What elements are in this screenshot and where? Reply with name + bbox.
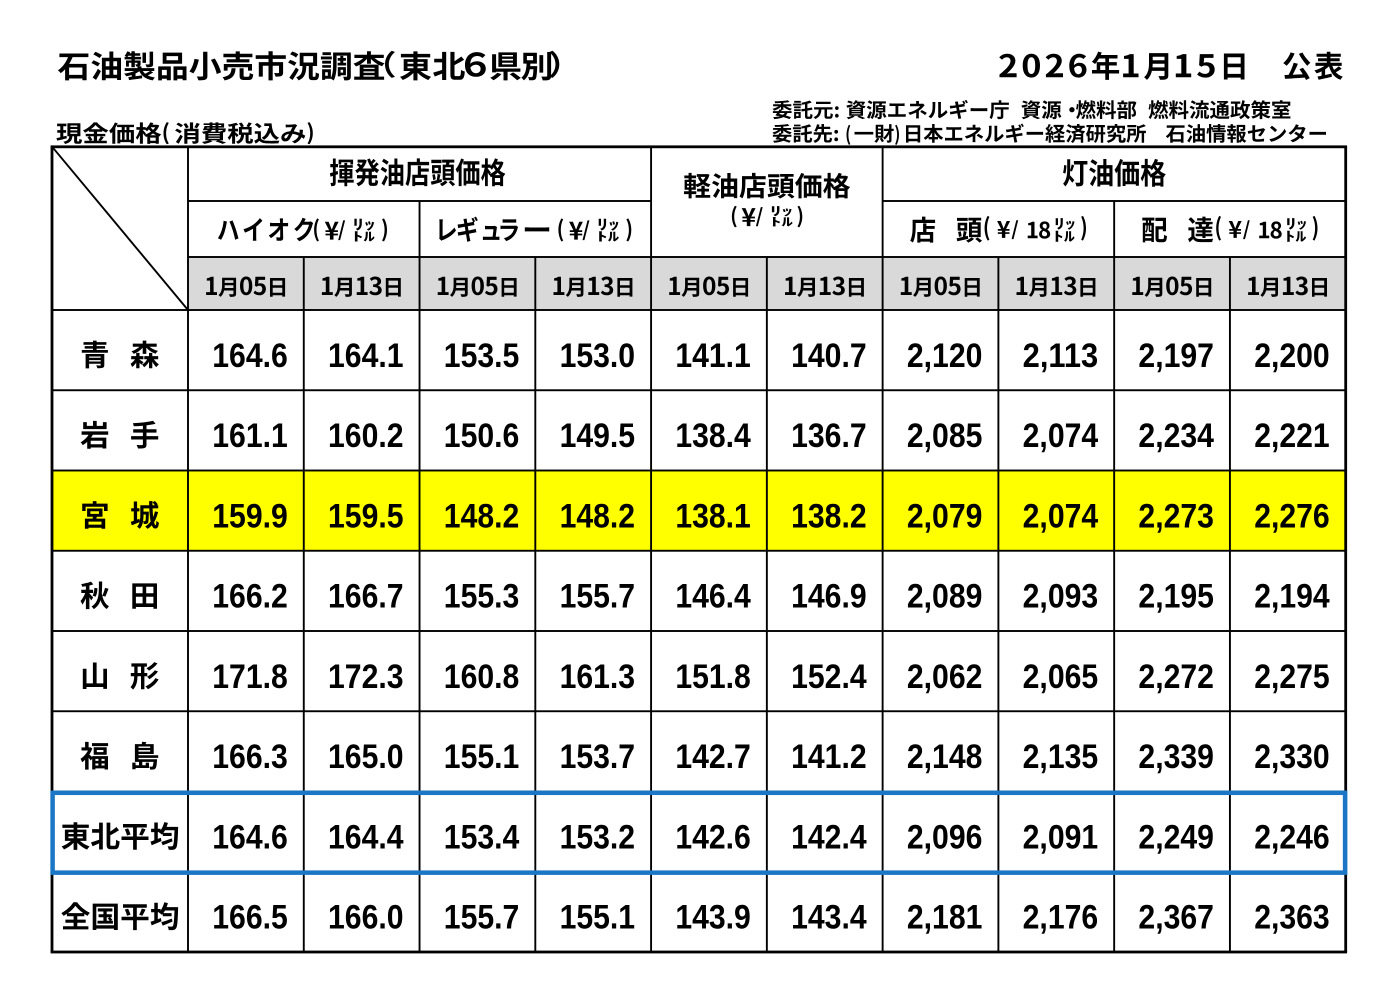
svg-text:2,120: 2,120	[907, 337, 983, 375]
svg-text:148.2: 148.2	[560, 497, 636, 535]
svg-text:153.2: 153.2	[560, 818, 636, 856]
svg-text:151.8: 151.8	[675, 658, 751, 696]
svg-text:2,246: 2,246	[1254, 818, 1330, 856]
svg-text:2,272: 2,272	[1138, 658, 1214, 696]
svg-text:171.8: 171.8	[212, 658, 288, 696]
svg-text:2,363: 2,363	[1254, 899, 1330, 937]
svg-text:2,089: 2,089	[907, 578, 983, 616]
svg-text:2,148: 2,148	[907, 738, 983, 776]
svg-text:166.5: 166.5	[212, 899, 288, 937]
svg-text:2,275: 2,275	[1254, 658, 1330, 696]
svg-text:2,200: 2,200	[1254, 337, 1330, 375]
svg-text:2,085: 2,085	[907, 417, 983, 455]
svg-text:155.3: 155.3	[444, 578, 520, 616]
svg-text:155.7: 155.7	[444, 899, 520, 937]
svg-text:2,276: 2,276	[1254, 497, 1330, 535]
svg-text:2,079: 2,079	[907, 497, 983, 535]
svg-text:153.7: 153.7	[560, 738, 636, 776]
svg-text:165.0: 165.0	[328, 738, 404, 776]
svg-text:2,273: 2,273	[1138, 497, 1214, 535]
svg-text:2,176: 2,176	[1023, 899, 1099, 937]
svg-text:148.2: 148.2	[444, 497, 520, 535]
svg-text:141.2: 141.2	[791, 738, 867, 776]
svg-text:159.9: 159.9	[212, 497, 288, 535]
svg-text:164.4: 164.4	[328, 818, 404, 856]
svg-text:138.4: 138.4	[675, 417, 751, 455]
svg-text:153.4: 153.4	[444, 818, 520, 856]
svg-text:2,135: 2,135	[1023, 738, 1099, 776]
svg-text:160.8: 160.8	[444, 658, 520, 696]
svg-text:153.0: 153.0	[560, 337, 636, 375]
svg-text:146.9: 146.9	[791, 578, 867, 616]
svg-text:149.5: 149.5	[560, 417, 636, 455]
svg-text:140.7: 140.7	[791, 337, 867, 375]
svg-text:166.2: 166.2	[212, 578, 288, 616]
svg-text:2,096: 2,096	[907, 818, 983, 856]
svg-text:150.6: 150.6	[444, 417, 520, 455]
svg-text:2,197: 2,197	[1138, 337, 1214, 375]
svg-text:159.5: 159.5	[328, 497, 404, 535]
svg-text:153.5: 153.5	[444, 337, 520, 375]
svg-text:164.6: 164.6	[212, 818, 288, 856]
svg-text:166.7: 166.7	[328, 578, 404, 616]
svg-text:2,339: 2,339	[1138, 738, 1214, 776]
svg-text:2,195: 2,195	[1138, 578, 1214, 616]
svg-text:143.4: 143.4	[791, 899, 867, 937]
svg-text:142.7: 142.7	[675, 738, 751, 776]
svg-text:160.2: 160.2	[328, 417, 404, 455]
svg-text:142.4: 142.4	[791, 818, 867, 856]
svg-text:136.7: 136.7	[791, 417, 867, 455]
svg-text:146.4: 146.4	[675, 578, 751, 616]
svg-text:141.1: 141.1	[675, 337, 751, 375]
svg-text:155.7: 155.7	[560, 578, 636, 616]
svg-text:2,181: 2,181	[907, 899, 983, 937]
svg-text:155.1: 155.1	[444, 738, 520, 776]
svg-text:2,194: 2,194	[1254, 578, 1330, 616]
svg-text:166.3: 166.3	[212, 738, 288, 776]
svg-text:166.0: 166.0	[328, 899, 404, 937]
svg-text:2,330: 2,330	[1254, 738, 1330, 776]
svg-text:138.1: 138.1	[675, 497, 751, 535]
svg-text:2,234: 2,234	[1138, 417, 1214, 455]
svg-text:2,074: 2,074	[1023, 497, 1099, 535]
svg-text:2,221: 2,221	[1254, 417, 1330, 455]
svg-text:2,249: 2,249	[1138, 818, 1214, 856]
svg-text:138.2: 138.2	[791, 497, 867, 535]
svg-text:2,367: 2,367	[1138, 899, 1214, 937]
svg-text:2,091: 2,091	[1023, 818, 1099, 856]
svg-text:2,074: 2,074	[1023, 417, 1099, 455]
svg-text:164.1: 164.1	[328, 337, 404, 375]
svg-text:161.3: 161.3	[560, 658, 636, 696]
svg-text:2,113: 2,113	[1023, 337, 1099, 375]
svg-text:2,062: 2,062	[907, 658, 983, 696]
svg-text:155.1: 155.1	[560, 899, 636, 937]
svg-text:2,093: 2,093	[1023, 578, 1099, 616]
svg-text:172.3: 172.3	[328, 658, 404, 696]
svg-text:152.4: 152.4	[791, 658, 867, 696]
svg-text:2,065: 2,065	[1023, 658, 1099, 696]
svg-text:161.1: 161.1	[212, 417, 288, 455]
svg-text:164.6: 164.6	[212, 337, 288, 375]
svg-text:143.9: 143.9	[675, 899, 751, 937]
svg-text:142.6: 142.6	[675, 818, 751, 856]
